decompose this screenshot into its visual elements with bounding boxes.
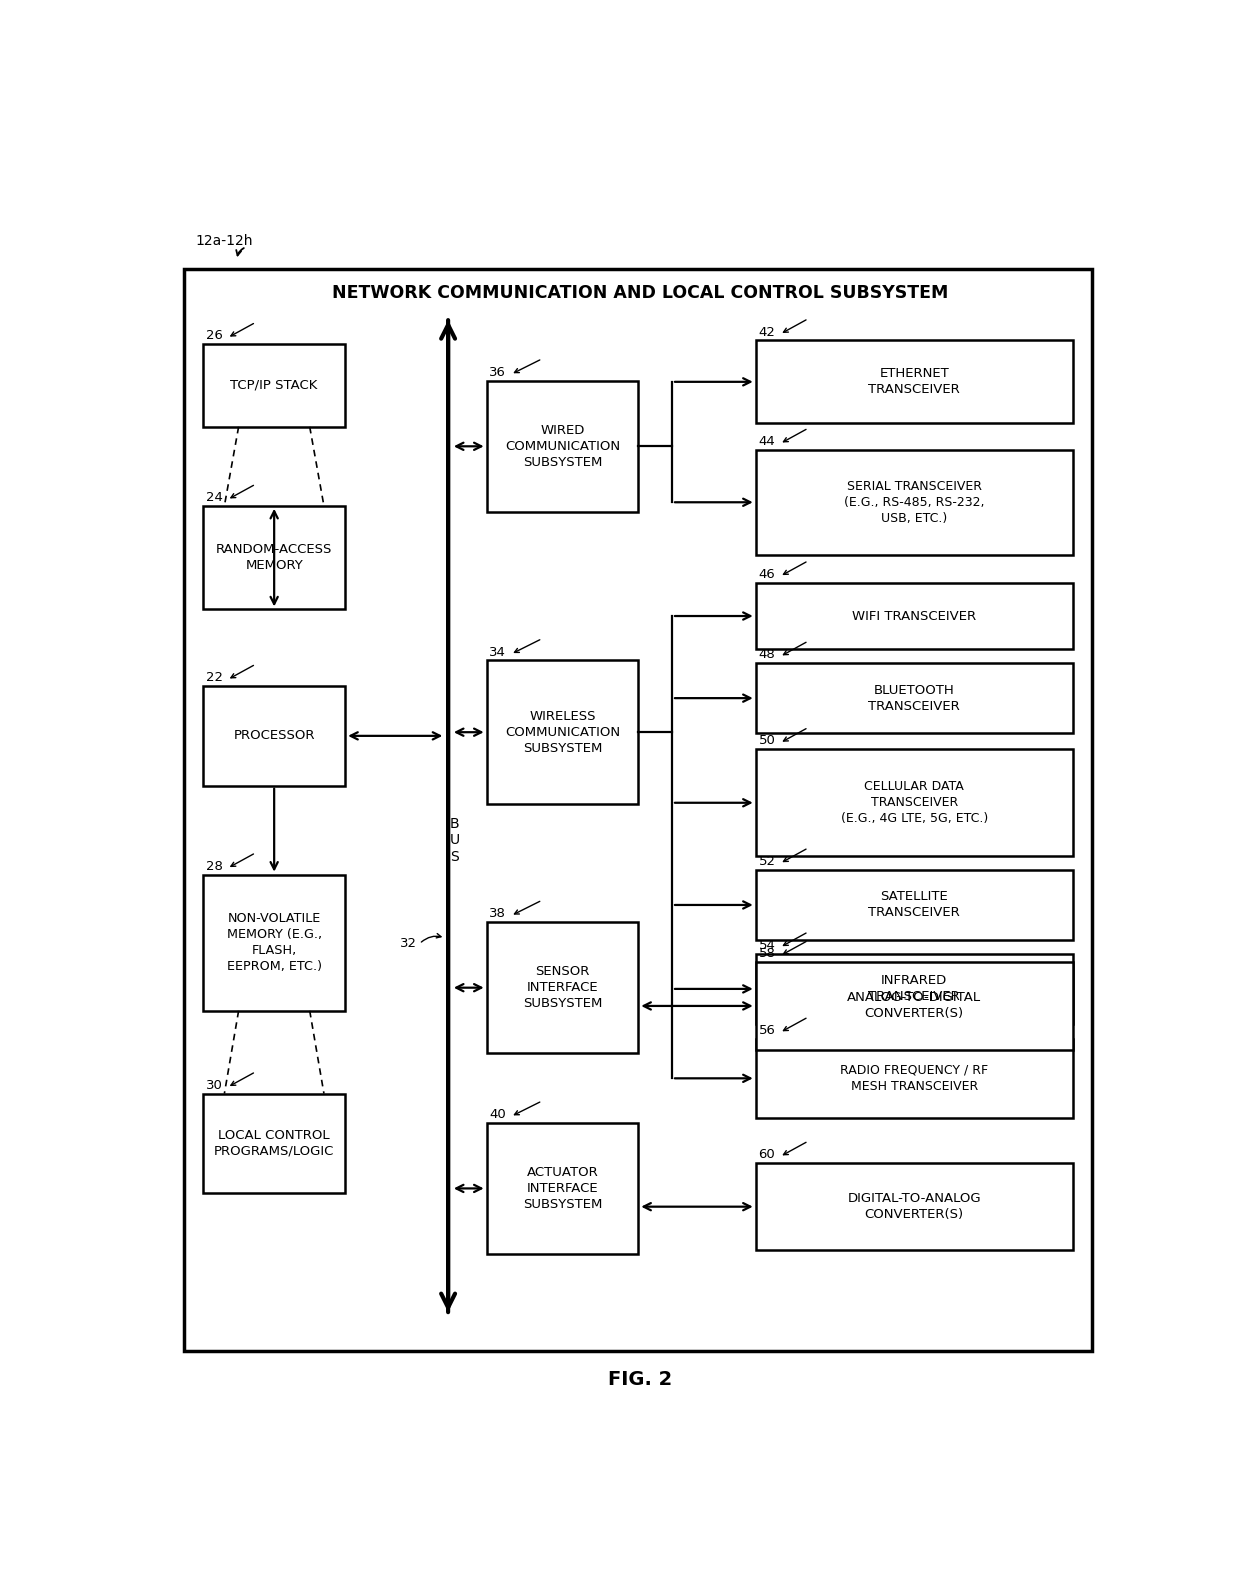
FancyBboxPatch shape	[755, 664, 1073, 733]
Text: LOCAL CONTROL
PROGRAMS/LOGIC: LOCAL CONTROL PROGRAMS/LOGIC	[215, 1130, 335, 1158]
Text: 60: 60	[759, 1149, 775, 1161]
Text: ACTUATOR
INTERFACE
SUBSYSTEM: ACTUATOR INTERFACE SUBSYSTEM	[523, 1166, 603, 1210]
Text: B
U
S: B U S	[450, 817, 460, 864]
Text: NETWORK COMMUNICATION AND LOCAL CONTROL SUBSYSTEM: NETWORK COMMUNICATION AND LOCAL CONTROL …	[332, 284, 949, 302]
FancyBboxPatch shape	[203, 344, 345, 427]
Text: 54: 54	[759, 939, 775, 951]
Text: ANALOG-TO-DIGITAL
CONVERTER(S): ANALOG-TO-DIGITAL CONVERTER(S)	[847, 991, 981, 1021]
FancyBboxPatch shape	[755, 1038, 1073, 1119]
Text: 22: 22	[206, 672, 223, 684]
FancyBboxPatch shape	[203, 686, 345, 785]
Text: SERIAL TRANSCEIVER
(E.G., RS-485, RS-232,
USB, ETC.): SERIAL TRANSCEIVER (E.G., RS-485, RS-232…	[844, 480, 985, 525]
Text: 32: 32	[401, 937, 417, 950]
Text: DIGITAL-TO-ANALOG
CONVERTER(S): DIGITAL-TO-ANALOG CONVERTER(S)	[847, 1193, 981, 1221]
Text: 24: 24	[206, 491, 223, 504]
FancyBboxPatch shape	[486, 1123, 639, 1255]
Text: RADIO FREQUENCY / RF
MESH TRANSCEIVER: RADIO FREQUENCY / RF MESH TRANSCEIVER	[841, 1063, 988, 1093]
Text: 26: 26	[206, 329, 223, 343]
Text: PROCESSOR: PROCESSOR	[233, 730, 315, 743]
Text: NON-VOLATILE
MEMORY (E.G.,
FLASH,
EEPROM, ETC.): NON-VOLATILE MEMORY (E.G., FLASH, EEPROM…	[227, 912, 321, 973]
FancyBboxPatch shape	[755, 1163, 1073, 1250]
Text: FIG. 2: FIG. 2	[608, 1370, 672, 1389]
Text: 42: 42	[759, 325, 775, 338]
Text: WIRED
COMMUNICATION
SUBSYSTEM: WIRED COMMUNICATION SUBSYSTEM	[505, 423, 620, 469]
FancyBboxPatch shape	[486, 660, 639, 804]
FancyBboxPatch shape	[486, 381, 639, 512]
Text: 52: 52	[759, 855, 775, 867]
FancyBboxPatch shape	[755, 962, 1073, 1049]
Text: SATELLITE
TRANSCEIVER: SATELLITE TRANSCEIVER	[868, 891, 960, 920]
Text: 58: 58	[759, 948, 775, 961]
FancyBboxPatch shape	[755, 583, 1073, 649]
Text: 44: 44	[759, 435, 775, 449]
Text: 30: 30	[206, 1079, 223, 1092]
Text: WIRELESS
COMMUNICATION
SUBSYSTEM: WIRELESS COMMUNICATION SUBSYSTEM	[505, 709, 620, 755]
Text: BLUETOOTH
TRANSCEIVER: BLUETOOTH TRANSCEIVER	[868, 684, 960, 713]
Text: 56: 56	[759, 1024, 775, 1036]
Text: 34: 34	[490, 646, 506, 659]
Text: 12a-12h: 12a-12h	[196, 234, 253, 248]
Text: 46: 46	[759, 567, 775, 581]
Text: 48: 48	[759, 648, 775, 660]
Text: ETHERNET
TRANSCEIVER: ETHERNET TRANSCEIVER	[868, 367, 960, 397]
Text: 28: 28	[206, 860, 223, 872]
Text: WIFI TRANSCEIVER: WIFI TRANSCEIVER	[852, 610, 976, 623]
FancyBboxPatch shape	[203, 875, 345, 1011]
FancyBboxPatch shape	[184, 269, 1092, 1351]
FancyBboxPatch shape	[755, 869, 1073, 940]
Text: RANDOM-ACCESS
MEMORY: RANDOM-ACCESS MEMORY	[216, 544, 332, 572]
FancyBboxPatch shape	[755, 340, 1073, 423]
FancyBboxPatch shape	[486, 923, 639, 1054]
Text: 40: 40	[490, 1108, 506, 1120]
FancyBboxPatch shape	[755, 749, 1073, 856]
FancyBboxPatch shape	[203, 1093, 345, 1193]
Text: SENSOR
INTERFACE
SUBSYSTEM: SENSOR INTERFACE SUBSYSTEM	[523, 965, 603, 1010]
FancyBboxPatch shape	[755, 954, 1073, 1024]
Text: INFRARED
TRANSCEIVER: INFRARED TRANSCEIVER	[868, 975, 960, 1003]
Text: 36: 36	[490, 365, 506, 379]
FancyBboxPatch shape	[755, 450, 1073, 555]
Text: CELLULAR DATA
TRANSCEIVER
(E.G., 4G LTE, 5G, ETC.): CELLULAR DATA TRANSCEIVER (E.G., 4G LTE,…	[841, 781, 988, 825]
FancyBboxPatch shape	[203, 506, 345, 610]
Text: TCP/IP STACK: TCP/IP STACK	[231, 379, 317, 392]
Text: 38: 38	[490, 907, 506, 920]
Text: 50: 50	[759, 735, 775, 747]
